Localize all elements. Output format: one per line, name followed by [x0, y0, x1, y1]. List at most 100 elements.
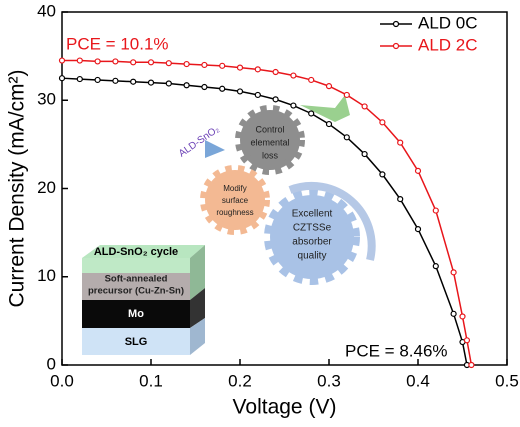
data-point [308, 110, 315, 117]
data-point [94, 76, 101, 84]
legend-label: ALD 2C [418, 35, 478, 54]
data-point [165, 60, 172, 67]
annotation: PCE = 10.1% [66, 34, 169, 53]
data-point [254, 91, 261, 99]
data-point [183, 82, 190, 89]
data-point [414, 225, 422, 233]
gear-label: Excellent [292, 209, 333, 220]
gear-label: Modify [223, 184, 247, 193]
data-point [76, 57, 83, 64]
data-point [325, 120, 333, 128]
data-point [468, 361, 475, 369]
legend-label: ALD 0C [418, 13, 478, 32]
y-tick-label: 20 [37, 178, 56, 197]
x-tick-label: 0.1 [139, 371, 163, 390]
gear-label: CZTSSe [293, 223, 332, 234]
data-point [361, 150, 368, 158]
y-tick-label: 0 [47, 354, 56, 373]
layer-label: precursor (Cu-Zn-Sn) [88, 286, 184, 297]
data-point [397, 195, 404, 203]
data-point [183, 60, 190, 68]
gear-label: roughness [216, 208, 253, 217]
data-point [414, 167, 422, 174]
layer-label: Mo [128, 308, 144, 320]
data-point [325, 83, 333, 90]
data-point [76, 75, 83, 83]
arrow-up [300, 95, 350, 122]
x-axis-label: Voltage (V) [233, 396, 337, 419]
layer-precursor [82, 273, 190, 300]
y-axis-label: Current Density (mA/cm²) [6, 69, 29, 307]
layer-side [190, 318, 205, 355]
data-point [450, 269, 457, 276]
data-point [290, 102, 297, 109]
layer-top [82, 245, 205, 258]
data-point [94, 58, 101, 65]
data-point [130, 59, 137, 66]
arrow-blue [205, 140, 225, 158]
gear-blue [264, 189, 360, 285]
process-label: ALD-SnO₂ [177, 124, 222, 160]
data-point [450, 310, 457, 317]
data-point [165, 80, 172, 87]
data-point [308, 76, 315, 84]
x-tick-label: 0.4 [406, 371, 430, 390]
layer-label: Soft-annealed [105, 274, 168, 285]
data-point [58, 75, 66, 82]
data-point [432, 263, 439, 270]
data-point [112, 58, 119, 65]
annotation: PCE = 8.46% [345, 341, 448, 360]
data-point [201, 83, 208, 91]
data-point [236, 64, 244, 71]
layer-label: ALD-SnO₂ cycle [94, 246, 178, 258]
data-point [343, 91, 350, 99]
y-tick-label: 30 [37, 90, 56, 109]
layer-mo [82, 300, 190, 328]
data-point [379, 171, 386, 178]
x-tick-label: 0.2 [228, 371, 252, 390]
data-point [112, 77, 119, 84]
x-tick-label: 0.3 [317, 371, 341, 390]
data-point [397, 139, 404, 146]
gear-label: elemental [250, 137, 289, 147]
gear-label: surface [222, 196, 249, 205]
legend-marker [392, 42, 400, 50]
inset-art [82, 95, 376, 355]
gear-label: loss [262, 150, 279, 160]
data-point [219, 62, 226, 69]
data-point [201, 61, 208, 69]
x-tick-label: 0.0 [50, 371, 74, 390]
arrow-arc [288, 182, 376, 261]
data-point [130, 78, 137, 85]
data-point [147, 59, 155, 66]
gear-label: Control [255, 124, 284, 134]
data-point [236, 88, 244, 95]
gear-label: absorber [292, 237, 332, 248]
layer-sno2 [82, 258, 190, 273]
data-point [361, 103, 368, 110]
data-point [459, 313, 466, 320]
data-point [290, 72, 297, 79]
data-point [254, 66, 261, 73]
y-tick-label: 40 [37, 1, 56, 20]
legend-marker [392, 20, 400, 28]
data-point [272, 96, 279, 103]
layer-slg [82, 328, 190, 355]
data-point [432, 207, 439, 214]
data-point [272, 68, 279, 76]
layer-side [190, 245, 205, 300]
layer-label: SLG [125, 336, 148, 348]
data-point [58, 57, 66, 64]
layer-side [190, 288, 205, 328]
gear-gray [235, 105, 305, 175]
gear-orange [200, 165, 270, 235]
data-point [379, 119, 386, 126]
data-point [343, 134, 350, 141]
data-point [147, 79, 155, 86]
y-tick-label: 10 [37, 266, 56, 285]
data-point [219, 85, 226, 92]
x-tick-label: 0.5 [495, 371, 519, 390]
gear-label: quality [298, 251, 327, 262]
data-point [463, 337, 471, 344]
